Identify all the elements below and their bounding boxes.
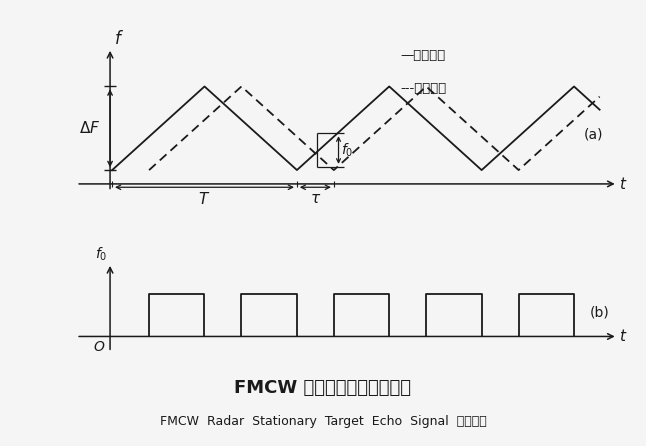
Text: $f_0$: $f_0$ bbox=[340, 141, 353, 159]
Text: $O$: $O$ bbox=[92, 340, 105, 354]
Text: (b): (b) bbox=[589, 306, 609, 320]
Text: $f$: $f$ bbox=[114, 30, 124, 48]
Text: ---回波信号: ---回波信号 bbox=[401, 82, 447, 95]
Text: $t$: $t$ bbox=[619, 328, 627, 344]
Text: $t$: $t$ bbox=[619, 176, 627, 192]
Text: $\tau$: $\tau$ bbox=[309, 191, 321, 206]
Text: —发射信号: —发射信号 bbox=[401, 49, 446, 62]
Text: (a): (a) bbox=[584, 128, 604, 142]
Text: $T$: $T$ bbox=[198, 191, 211, 207]
Text: FMCW 雷达静止目标回波信号: FMCW 雷达静止目标回波信号 bbox=[234, 379, 412, 397]
Text: FMCW  Radar  Stationary  Target  Echo  Signal  模拟世界: FMCW Radar Stationary Target Echo Signal… bbox=[160, 415, 486, 428]
Text: $f_0$: $f_0$ bbox=[95, 246, 107, 263]
Text: $\Delta F$: $\Delta F$ bbox=[79, 120, 101, 136]
